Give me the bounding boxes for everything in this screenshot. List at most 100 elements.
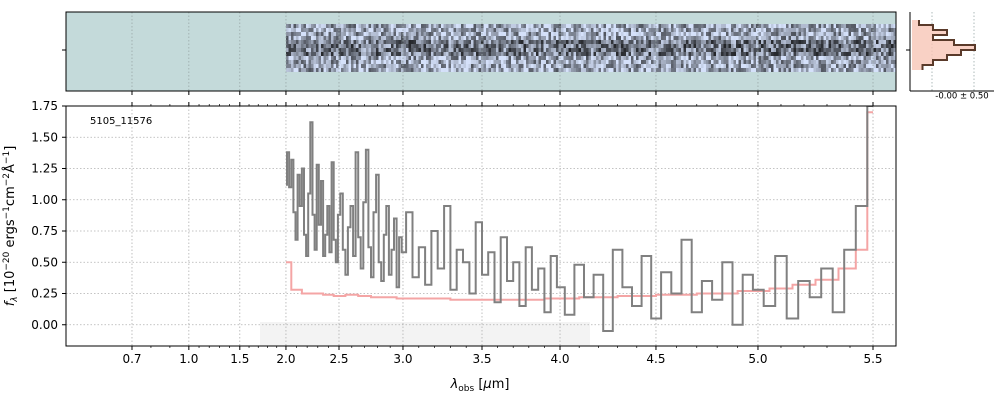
profile-content	[912, 12, 976, 91]
spectrum-2d-pixel	[676, 68, 679, 72]
spectrum-2d-pixel	[338, 64, 342, 68]
spectrum-2d-pixel	[691, 24, 694, 28]
spectrum-2d-pixel	[448, 52, 452, 56]
spectrum-2d-pixel	[583, 68, 587, 72]
spectrum-2d-pixel	[368, 68, 372, 72]
spectrum-2d-pixel	[766, 24, 769, 28]
spectrum-2d-pixel	[326, 40, 329, 44]
spectrum-2d-pixel	[791, 24, 794, 28]
spectrum-2d-pixel	[673, 28, 677, 32]
spectrum-2d-pixel	[381, 56, 384, 60]
spectrum-2d-pixel	[353, 36, 357, 40]
spectrum-2d-pixel	[426, 64, 429, 68]
spectrum-2d-pixel	[731, 56, 734, 60]
spectrum-2d-pixel	[376, 52, 379, 56]
spectrum-2d-pixel	[671, 60, 674, 64]
spectrum-2d-pixel	[391, 32, 394, 36]
spectrum-2d-pixel	[713, 48, 717, 52]
spectrum-2d-pixel	[503, 52, 507, 56]
spectrum-2d-pixel	[616, 52, 619, 56]
spectrum-2d-pixel	[296, 36, 299, 40]
spectrum-2d-pixel	[798, 40, 802, 44]
spectrum-2d-pixel	[631, 56, 634, 60]
spectrum-2d-pixel	[431, 56, 434, 60]
spectrum-2d-pixel	[663, 36, 667, 40]
spectrum-2d-pixel	[436, 40, 439, 44]
spectrum-2d-pixel	[521, 24, 524, 28]
spectrum-2d-pixel	[493, 40, 497, 44]
spectrum-2d-pixel	[496, 56, 499, 60]
spectrum-2d-pixel	[328, 36, 332, 40]
spectrum-2d-pixel	[551, 56, 554, 60]
spectrum-2d-pixel	[568, 32, 572, 36]
spectrum-2d-pixel	[316, 32, 319, 36]
spectrum-2d-pixel	[478, 28, 482, 32]
spectrum-2d-pixel	[636, 68, 639, 72]
spectrum-2d-pixel	[356, 60, 359, 64]
spectrum-2d-pixel	[511, 36, 514, 40]
spectrum-2d-pixel	[588, 36, 592, 40]
spectrum-2d-pixel	[643, 40, 647, 44]
spectrum-2d-pixel	[381, 68, 384, 72]
spectrum-2d-pixel	[288, 44, 292, 48]
spectrum-2d-pixel	[373, 60, 377, 64]
spectrum-2d-pixel	[526, 36, 529, 40]
spectrum-2d-pixel	[543, 56, 547, 60]
spectrum-2d-pixel	[803, 64, 807, 68]
spectrum-2d-pixel	[473, 44, 477, 48]
spectrum-2d-pixel	[306, 68, 309, 72]
spectrum-2d-pixel	[616, 24, 619, 28]
spectrum-2d-pixel	[828, 56, 832, 60]
spectrum-2d-pixel	[886, 56, 889, 60]
spectrum-2d-pixel	[698, 32, 702, 36]
spectrum-2d-pixel	[346, 32, 349, 36]
spectrum-2d-pixel	[311, 28, 314, 32]
spectrum-2d-pixel	[843, 56, 847, 60]
spectrum-2d-pixel	[453, 28, 457, 32]
spectrum-2d-pixel	[683, 32, 687, 36]
spectrum-2d-pixel	[448, 60, 452, 64]
spectrum-2d-pixel	[576, 60, 579, 64]
spectrum-2d-pixel	[798, 60, 802, 64]
spectrum-2d-pixel	[673, 24, 677, 28]
spectrum-2d-pixel	[793, 68, 797, 72]
spectrum-2d-pixel	[793, 52, 797, 56]
spectrum-2d-pixel	[771, 44, 774, 48]
spectrum-2d-pixel	[471, 44, 474, 48]
spectrum-2d-pixel	[336, 32, 339, 36]
spectrum-2d-pixel	[433, 56, 437, 60]
spectrum-2d-pixel	[598, 64, 602, 68]
spectrum-2d-pixel	[516, 56, 519, 60]
spectrum-2d-pixel	[861, 48, 864, 52]
spectrum-2d-pixel	[808, 36, 812, 40]
spectrum-2d-pixel	[531, 56, 534, 60]
spectrum-2d-pixel	[738, 60, 742, 64]
spectrum-2d-pixel	[806, 40, 809, 44]
spectrum-2d-pixel	[718, 60, 722, 64]
spectrum-2d-pixel	[383, 36, 387, 40]
spectrum-2d-pixel	[286, 32, 289, 36]
spectrum-2d-pixel	[566, 40, 569, 44]
spectrum-2d-pixel	[763, 36, 767, 40]
spectrum-2d-frame	[65, 11, 897, 92]
spectrum-2d-pixel	[671, 48, 674, 52]
spectrum-2d-pixel	[578, 56, 582, 60]
spectrum-2d-pixel	[643, 68, 647, 72]
spectrum-2d-pixel	[593, 36, 597, 40]
spectrum-2d-pixel	[338, 56, 342, 60]
spectrum-2d-pixel	[318, 36, 322, 40]
spectrum-2d-pixel	[658, 40, 662, 44]
spectrum-2d-pixel	[348, 28, 352, 32]
spectrum-2d-pixel	[888, 36, 892, 40]
spectrum-2d-pixel	[688, 40, 692, 44]
spectrum-2d-pixel	[336, 44, 339, 48]
spectrum-2d-pixel	[586, 52, 589, 56]
spectrum-2d-pixel	[458, 36, 462, 40]
spectrum-2d-pixel	[811, 24, 814, 28]
spectrum-2d-pixel	[323, 44, 327, 48]
spectrum-2d-pixel	[303, 24, 307, 28]
spectrum-2d-pixel	[541, 60, 544, 64]
spectrum-2d-pixel	[331, 68, 334, 72]
spectrum-2d-pixel	[871, 44, 874, 48]
spectrum-2d-pixel	[568, 36, 572, 40]
